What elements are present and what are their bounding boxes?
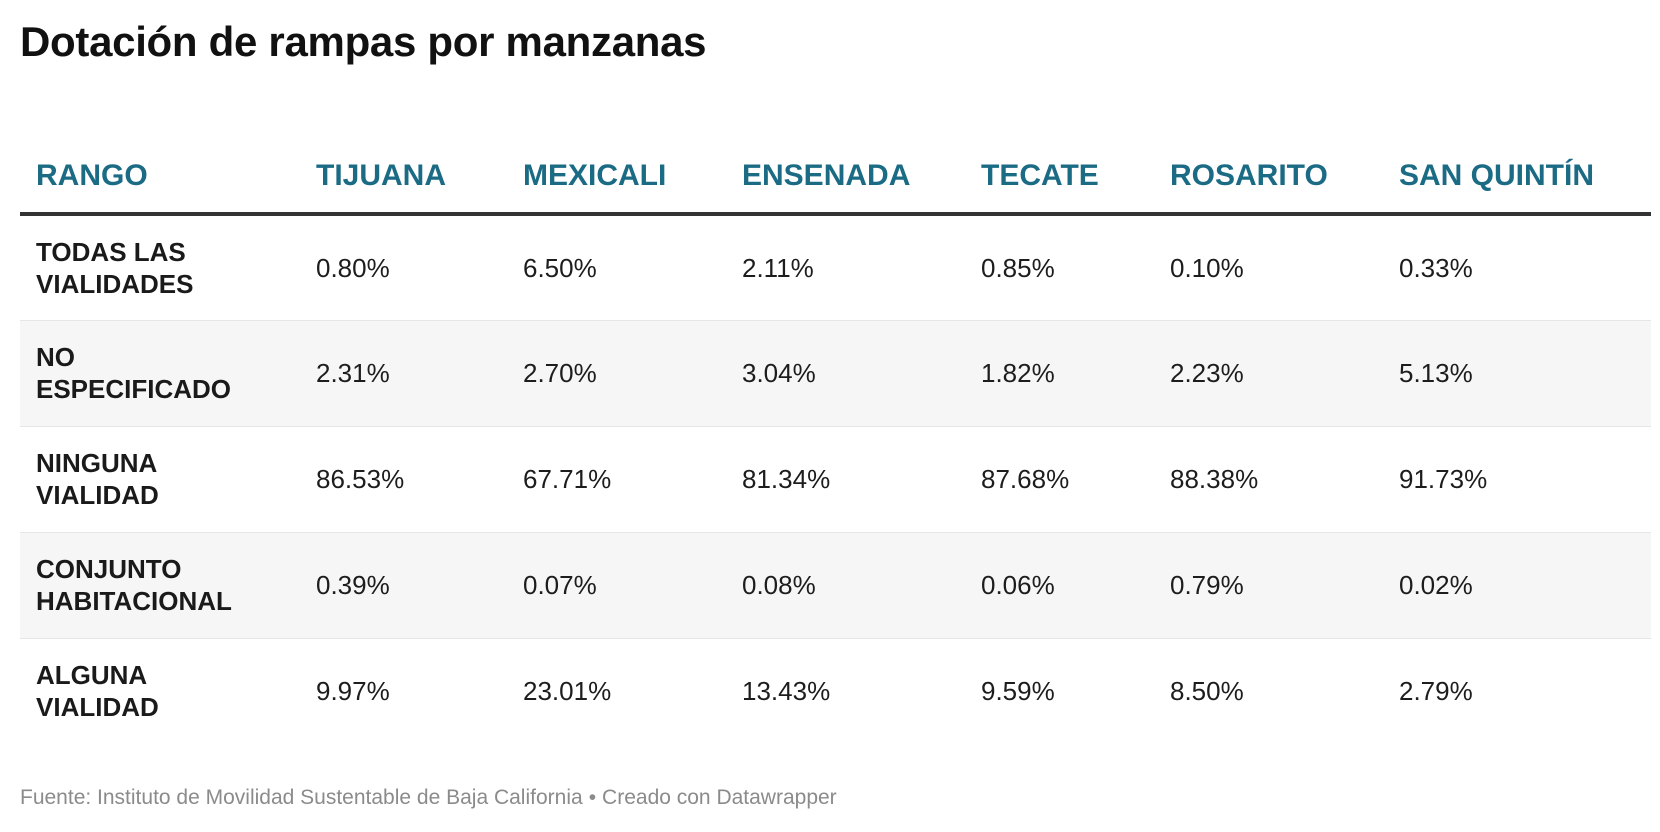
table-cell: 3.04% (726, 320, 965, 427)
table-cell: 87.68% (965, 426, 1154, 533)
credit-link[interactable]: Creado con Datawrapper (602, 786, 837, 809)
table-cell: 86.53% (300, 426, 507, 533)
table-cell: 2.79% (1399, 676, 1473, 707)
column-header-ensenada[interactable]: ENSENADA (726, 112, 965, 216)
table-cell: 0.79% (1154, 532, 1383, 639)
footer: Fuente: Instituto de Movilidad Sustentab… (20, 786, 837, 810)
row-label: CONJUNTO HABITACIONAL (20, 532, 300, 639)
table-cell: 0.08% (726, 532, 965, 639)
table-cell: 0.02% (1383, 532, 1651, 639)
table-cell: 0.06% (965, 532, 1154, 639)
source-note: Fuente: Instituto de Movilidad Sustentab… (20, 786, 583, 809)
table-cell: 2.31% (300, 320, 507, 427)
table-cell: 88.38% (1154, 426, 1383, 533)
table-cell: 0.80% (300, 214, 507, 321)
header-row: RANGO TIJUANA MEXICALI ENSENADA TECATE R… (20, 112, 1651, 216)
row-label: TODAS LAS VIALIDADES (20, 214, 300, 321)
table-cell: 13.43% (742, 676, 831, 707)
table-cell: 0.33% (1383, 214, 1651, 321)
table-cell: 2.23% (1154, 320, 1383, 427)
table-cell: 81.34% (726, 426, 965, 533)
column-header-rosarito[interactable]: ROSARITO (1154, 112, 1383, 216)
chart-title: Dotación de rampas por manzanas (20, 18, 707, 65)
table-cell: 91.73% (1383, 426, 1651, 533)
table-cell: 2.70% (507, 320, 726, 427)
column-header-tecate[interactable]: TECATE (965, 112, 1154, 216)
column-header-tijuana[interactable]: TIJUANA (300, 112, 507, 216)
table-row: NO ESPECIFICADO 2.31% 2.70% 3.04% 1.82% … (20, 320, 1651, 427)
table-cell: 23.01% (523, 676, 612, 707)
table-cell: 0.39% (300, 532, 507, 639)
table-row: ALGUNA VIALIDAD 9.97% 23.01% 13.43% 9.59… (20, 638, 1651, 744)
table-row: CONJUNTO HABITACIONAL 0.39% 0.07% 0.08% … (20, 532, 1651, 639)
table-cell: 6.50% (507, 214, 726, 321)
table-cell: 0.85% (965, 214, 1154, 321)
table-cell: 67.71% (507, 426, 726, 533)
table-cell: 2.11% (726, 214, 965, 321)
data-table: RANGO TIJUANA MEXICALI ENSENADA TECATE R… (20, 112, 1651, 744)
table-cell: 1.82% (965, 320, 1154, 427)
table-cell: 0.07% (507, 532, 726, 639)
column-header-rango[interactable]: RANGO (20, 112, 300, 216)
row-label: NINGUNA VIALIDAD (20, 426, 300, 533)
table-cell: 5.13% (1383, 320, 1651, 427)
footer-separator: • (588, 786, 597, 809)
table-cell: 9.59% (981, 676, 1055, 707)
table-cell: 8.50% (1170, 676, 1244, 707)
table-row: TODAS LAS VIALIDADES 0.80% 6.50% 2.11% 0… (20, 214, 1651, 321)
table-row: NINGUNA VIALIDAD 86.53% 67.71% 81.34% 87… (20, 426, 1651, 533)
column-header-san-quintin[interactable]: SAN QUINTÍN (1383, 112, 1651, 216)
row-label: ALGUNA VIALIDAD (36, 660, 159, 723)
table-cell: 9.97% (316, 676, 390, 707)
column-header-mexicali[interactable]: MEXICALI (507, 112, 726, 216)
row-label: NO ESPECIFICADO (20, 320, 300, 427)
table-cell: 0.10% (1154, 214, 1383, 321)
